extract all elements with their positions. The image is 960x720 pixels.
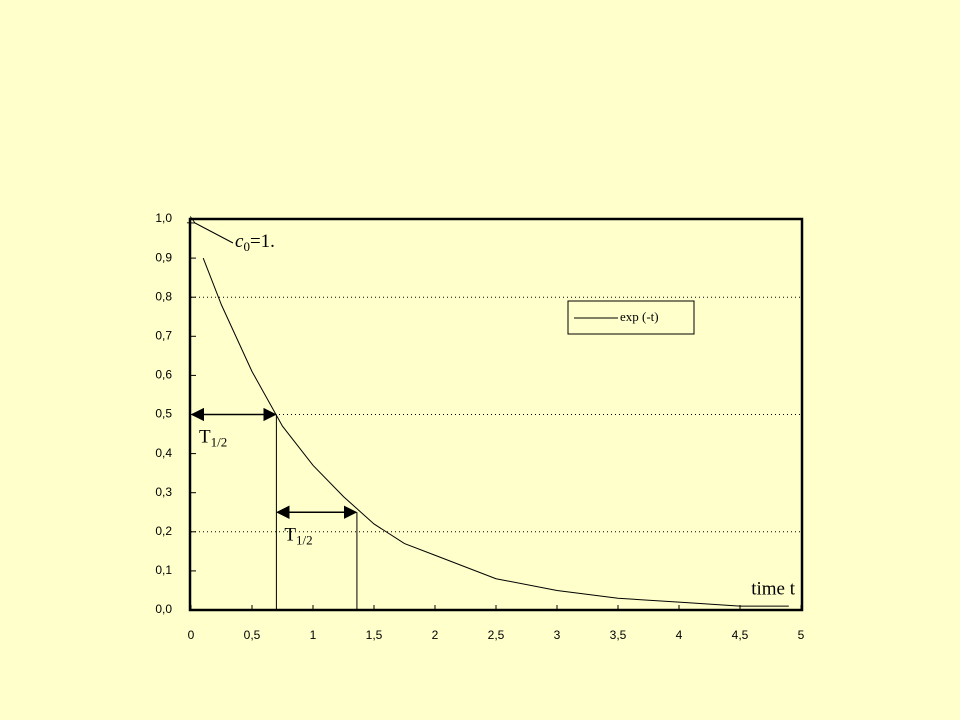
annotation: T1/2	[284, 525, 312, 548]
x-tick-label: 4	[676, 628, 683, 642]
x-tick-label: 2,5	[488, 628, 505, 642]
y-tick-label: 0,2	[155, 524, 172, 538]
y-tick-label: 0,0	[155, 602, 172, 616]
annotation-subscript: 0	[243, 239, 250, 254]
annotation-text: T	[199, 427, 211, 448]
annotation-subscript: 1/2	[211, 434, 228, 449]
annotation: T1/2	[199, 427, 227, 450]
x-tick-label: 0	[188, 628, 195, 642]
y-tick-label: 1,0	[155, 211, 172, 225]
x-tick-label: 1,5	[366, 628, 383, 642]
y-tick-label: 0,5	[155, 407, 172, 421]
annotation-text: T	[284, 525, 296, 546]
y-tick-label: 0,6	[155, 368, 172, 382]
y-tick-label: 0,7	[155, 328, 172, 342]
series-line	[202, 257, 789, 607]
x-tick-label: 2	[432, 628, 439, 642]
x-tick-label: 4,5	[732, 628, 749, 642]
annotation-pointer	[195, 223, 234, 244]
legend-label: exp (-t)	[620, 309, 659, 324]
y-tick-label: 0,4	[155, 446, 172, 460]
x-tick-label: 3,5	[610, 628, 627, 642]
y-tick-label: 0,9	[155, 250, 172, 264]
y-tick-label: 0,8	[155, 289, 172, 303]
x-axis-label: time t	[751, 578, 796, 599]
x-tick-label: 1	[310, 628, 317, 642]
y-tick-label: 0,3	[155, 485, 172, 499]
annotation-text: =1.	[250, 231, 275, 252]
x-tick-label: 0,5	[244, 628, 261, 642]
x-tick-label: 5	[798, 628, 805, 642]
y-tick-label: 0,1	[155, 563, 172, 577]
annotation-subscript: 1/2	[296, 532, 313, 547]
annotation-text: c	[235, 231, 244, 252]
annotation: c0=1.	[235, 231, 275, 254]
legend-box	[567, 300, 695, 335]
x-tick-label: 3	[554, 628, 561, 642]
